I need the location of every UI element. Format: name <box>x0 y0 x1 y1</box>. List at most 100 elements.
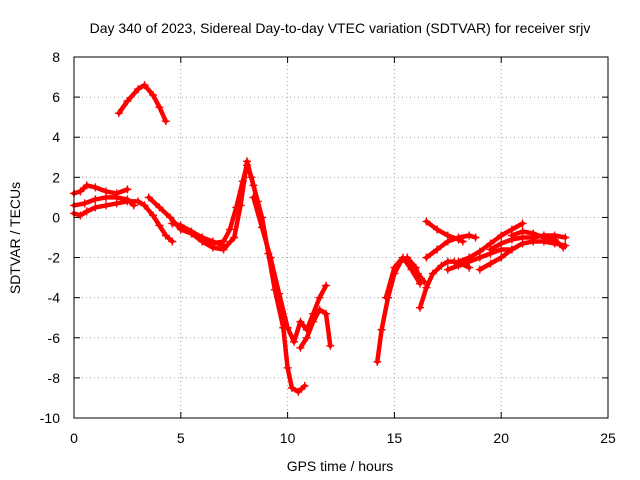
data-point-marker <box>550 235 559 244</box>
series-arc-3 <box>70 193 138 210</box>
data-point-marker <box>296 317 305 326</box>
data-point-marker <box>91 183 100 192</box>
data-point-marker <box>149 211 158 220</box>
data-point-marker <box>166 213 175 222</box>
data-point-marker <box>123 185 132 194</box>
data-point-marker <box>257 223 266 232</box>
data-point-marker <box>155 103 164 112</box>
data-point-marker <box>373 357 382 366</box>
series-line <box>417 259 472 310</box>
data-point-marker <box>187 229 196 238</box>
data-point-marker <box>518 219 527 228</box>
data-point-marker <box>283 323 292 332</box>
data-point-marker <box>219 237 228 246</box>
y-tick-label: -8 <box>48 370 61 386</box>
data-point-marker <box>475 247 484 256</box>
data-point-marker <box>114 109 123 118</box>
data-point-marker <box>129 201 138 210</box>
series-arc-19 <box>507 227 568 252</box>
data-point-marker <box>416 303 425 312</box>
y-tick-label: 6 <box>52 89 60 105</box>
data-point-marker <box>486 245 495 254</box>
data-point-marker <box>161 117 170 126</box>
data-point-marker <box>225 225 234 234</box>
x-tick-label: 10 <box>280 430 296 446</box>
data-point-marker <box>326 341 335 350</box>
series-arc-14 <box>422 217 467 246</box>
data-point-marker <box>134 197 143 206</box>
x-tick-label: 25 <box>600 430 616 446</box>
data-point-marker <box>140 201 149 210</box>
data-point-marker <box>381 293 390 302</box>
data-point-marker <box>437 261 446 270</box>
data-point-marker <box>407 265 416 274</box>
data-point-marker <box>112 193 121 202</box>
data-point-marker <box>539 233 548 242</box>
data-point-marker <box>91 203 100 212</box>
data-point-marker <box>243 157 252 166</box>
data-point-marker <box>422 217 431 226</box>
data-point-marker <box>433 225 442 234</box>
data-point-marker <box>322 309 331 318</box>
data-point-marker <box>287 383 296 392</box>
data-point-marker <box>300 381 309 390</box>
grid-lines <box>74 57 608 418</box>
data-point-marker <box>507 245 516 254</box>
data-point-marker <box>486 259 495 268</box>
series-arc-11 <box>381 253 425 302</box>
data-point-marker <box>465 253 474 262</box>
data-point-marker <box>315 305 324 314</box>
data-point-marker <box>219 245 228 254</box>
y-tick-label: 0 <box>52 209 60 225</box>
data-point-marker <box>422 253 431 262</box>
plot-frame <box>73 56 609 419</box>
data-point-marker <box>168 219 177 228</box>
y-tick-labels: -10 -8 -6 -4 -2 0 2 4 6 8 <box>40 49 60 426</box>
data-point-marker <box>294 387 303 396</box>
series-arc-1 <box>70 181 132 198</box>
series-line <box>189 159 307 395</box>
data-point-marker <box>275 289 284 298</box>
x-tick-labels: 0 5 10 15 20 25 <box>70 430 616 446</box>
data-point-marker <box>454 257 463 266</box>
data-point-marker <box>428 269 437 278</box>
data-point-marker <box>266 253 275 262</box>
data-point-marker <box>433 245 442 254</box>
data-point-marker <box>497 231 506 240</box>
data-point-marker <box>497 239 506 248</box>
data-point-marker <box>422 283 431 292</box>
data-point-marker <box>296 343 305 352</box>
data-point-marker <box>76 211 85 220</box>
y-tick-label: 2 <box>52 169 60 185</box>
data-point-marker <box>475 265 484 274</box>
data-point-marker <box>102 201 111 210</box>
data-point-marker <box>123 195 132 204</box>
data-point-marker <box>398 253 407 262</box>
data-point-marker <box>454 235 463 244</box>
data-point-marker <box>458 237 467 246</box>
data-point-marker <box>507 231 516 240</box>
x-tick-label: 0 <box>70 430 78 446</box>
series-arc-16 <box>454 219 527 266</box>
x-tick-label: 20 <box>493 430 509 446</box>
y-tick-label: -4 <box>48 290 61 306</box>
data-point-marker <box>561 233 570 242</box>
data-point-marker <box>249 181 258 190</box>
data-point-marker <box>322 281 331 290</box>
data-point-marker <box>144 193 153 202</box>
data-point-marker <box>443 231 452 240</box>
series-line <box>298 307 333 351</box>
x-tick-label: 15 <box>387 430 403 446</box>
y-tick-label: 4 <box>52 129 60 145</box>
data-point-marker <box>161 231 170 240</box>
data-point-marker <box>102 193 111 202</box>
y-tick-label: -6 <box>48 330 61 346</box>
data-point-marker <box>559 243 568 252</box>
data-point-marker <box>236 201 245 210</box>
data-point-marker <box>198 237 207 246</box>
data-series <box>70 81 570 396</box>
data-point-marker <box>283 363 292 372</box>
data-point-marker <box>416 279 425 288</box>
series-arc-4 <box>114 81 170 126</box>
